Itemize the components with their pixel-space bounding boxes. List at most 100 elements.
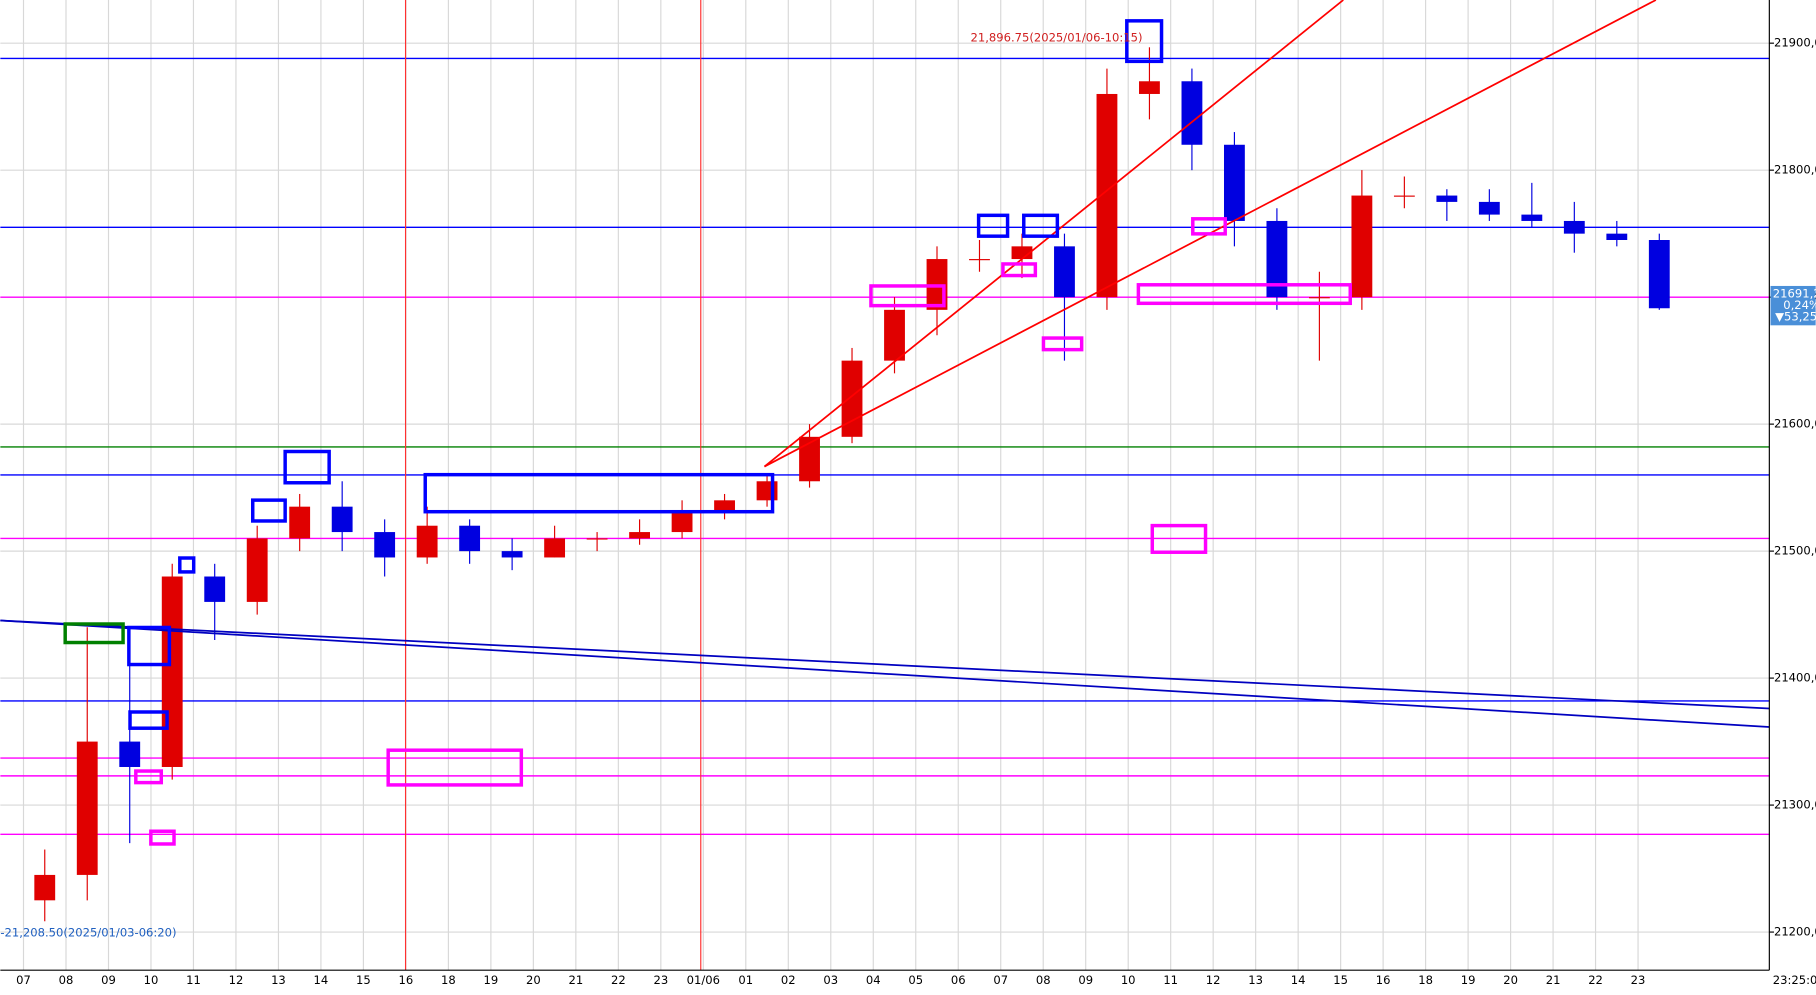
candle-body: [1648, 240, 1670, 309]
candle-body: [331, 506, 353, 533]
x-tick-label: 03: [823, 973, 838, 987]
box: [127, 625, 172, 667]
box: [1022, 213, 1060, 238]
x-tick-label: 10: [144, 973, 159, 987]
x-tick-label: 22: [1588, 973, 1603, 987]
x-tick-label: 14: [314, 973, 329, 987]
x-tick-label: 22: [611, 973, 626, 987]
candle-body: [374, 532, 396, 558]
candle-body: [161, 576, 183, 767]
trend-line: [0, 619, 1770, 710]
candle-body: [1054, 246, 1075, 298]
candle-body: [756, 481, 778, 501]
candles: [34, 47, 1670, 922]
x-tick-label: 04: [866, 973, 881, 987]
x-tick-label: 08: [1036, 973, 1051, 987]
x-tick-label: 08: [59, 973, 74, 987]
candle-body: [1393, 195, 1415, 197]
x-tick-label: 15: [1333, 973, 1348, 987]
box: [283, 449, 331, 485]
candle-body: [204, 576, 226, 602]
box: [178, 556, 196, 574]
candle-body: [1521, 214, 1543, 221]
x-tick-label: 20: [526, 973, 541, 987]
candle-body: [1181, 81, 1203, 145]
candle-body: [799, 436, 820, 482]
box: [63, 622, 125, 645]
box: [1136, 283, 1352, 306]
candle-body: [714, 500, 735, 514]
box: [869, 284, 946, 308]
candle-body: [1563, 220, 1585, 234]
trend-line: [763, 0, 1344, 468]
box: [976, 213, 1010, 238]
x-tick-label: 18: [441, 973, 456, 987]
candle-body: [1436, 195, 1458, 202]
x-tick-label: 21: [568, 973, 583, 987]
candle-body: [416, 525, 438, 558]
box: [1001, 262, 1038, 278]
trend-line: [0, 619, 1770, 728]
candle-body: [586, 538, 608, 540]
drawings: [0, 0, 1770, 846]
x-tick-label: 16: [1376, 973, 1391, 987]
x-tick-label: 09: [101, 973, 116, 987]
box: [128, 710, 169, 730]
candle-body: [629, 532, 651, 539]
x-tick-label: 19: [484, 973, 499, 987]
x-tick-label: 10: [1121, 973, 1136, 987]
x-tick-label: 19: [1461, 973, 1476, 987]
y-tick-label: 21300,00: [1774, 798, 1816, 812]
last-price-box: [1770, 285, 1816, 326]
y-tick-label: 21200,00: [1774, 925, 1816, 939]
x-tick-label: 05: [908, 973, 923, 987]
candle-body: [1096, 93, 1118, 298]
time-label: 23:25:00: [1773, 973, 1816, 987]
candle-body: [671, 513, 693, 533]
x-tick-label: 11: [186, 973, 201, 987]
x-axis-labels: 07 08 09 10 11 12 13 14 15 16 18 19 20 21 22 23 01/06 01 0…: [16, 973, 1645, 987]
candle-body: [1308, 297, 1330, 299]
x-tick-label: 07: [993, 973, 1008, 987]
low-annotation: -21,208.50(2025/01/03-06:20): [0, 926, 176, 940]
candle-body: [289, 506, 311, 539]
x-tick-label: 12: [229, 973, 244, 987]
candle-body: [1351, 195, 1373, 298]
x-tick-label: 18: [1418, 973, 1433, 987]
x-tick-label: 16: [399, 973, 414, 987]
box: [1125, 19, 1164, 64]
high-annotation: 21,896.75(2025/01/06-10:15): [971, 31, 1143, 45]
box: [386, 748, 524, 787]
box: [1150, 523, 1208, 554]
x-tick-label: 02: [781, 973, 796, 987]
box: [1191, 217, 1227, 236]
box: [423, 472, 775, 514]
candle-body: [76, 741, 98, 875]
y-tick-label: 21600,00: [1774, 417, 1816, 431]
candle-body: [119, 741, 141, 767]
box: [1041, 336, 1084, 352]
candle-body: [544, 538, 566, 558]
levels: [0, 57, 1770, 835]
box: [149, 829, 176, 846]
x-tick-label: 12: [1206, 973, 1221, 987]
box: [250, 498, 287, 523]
last-price: 21691,25: [1773, 287, 1816, 301]
last-change: ▼53,25: [1775, 310, 1816, 324]
y-tick-label: 21400,00: [1774, 671, 1816, 685]
y-tick-label: 21900,00: [1774, 36, 1816, 50]
x-tick-label: 06: [951, 973, 966, 987]
x-tick-label: 07: [16, 973, 31, 987]
last-change-pct: 0,24%: [1783, 298, 1816, 312]
x-tick-label: 13: [1248, 973, 1263, 987]
candle-body: [1266, 220, 1288, 298]
candle-body: [246, 538, 268, 602]
candle-body: [884, 309, 905, 361]
candle-body: [1139, 81, 1160, 94]
x-tick-label: 09: [1078, 973, 1093, 987]
y-tick-label: 21500,00: [1774, 544, 1816, 558]
x-tick-label: 23: [1631, 973, 1646, 987]
